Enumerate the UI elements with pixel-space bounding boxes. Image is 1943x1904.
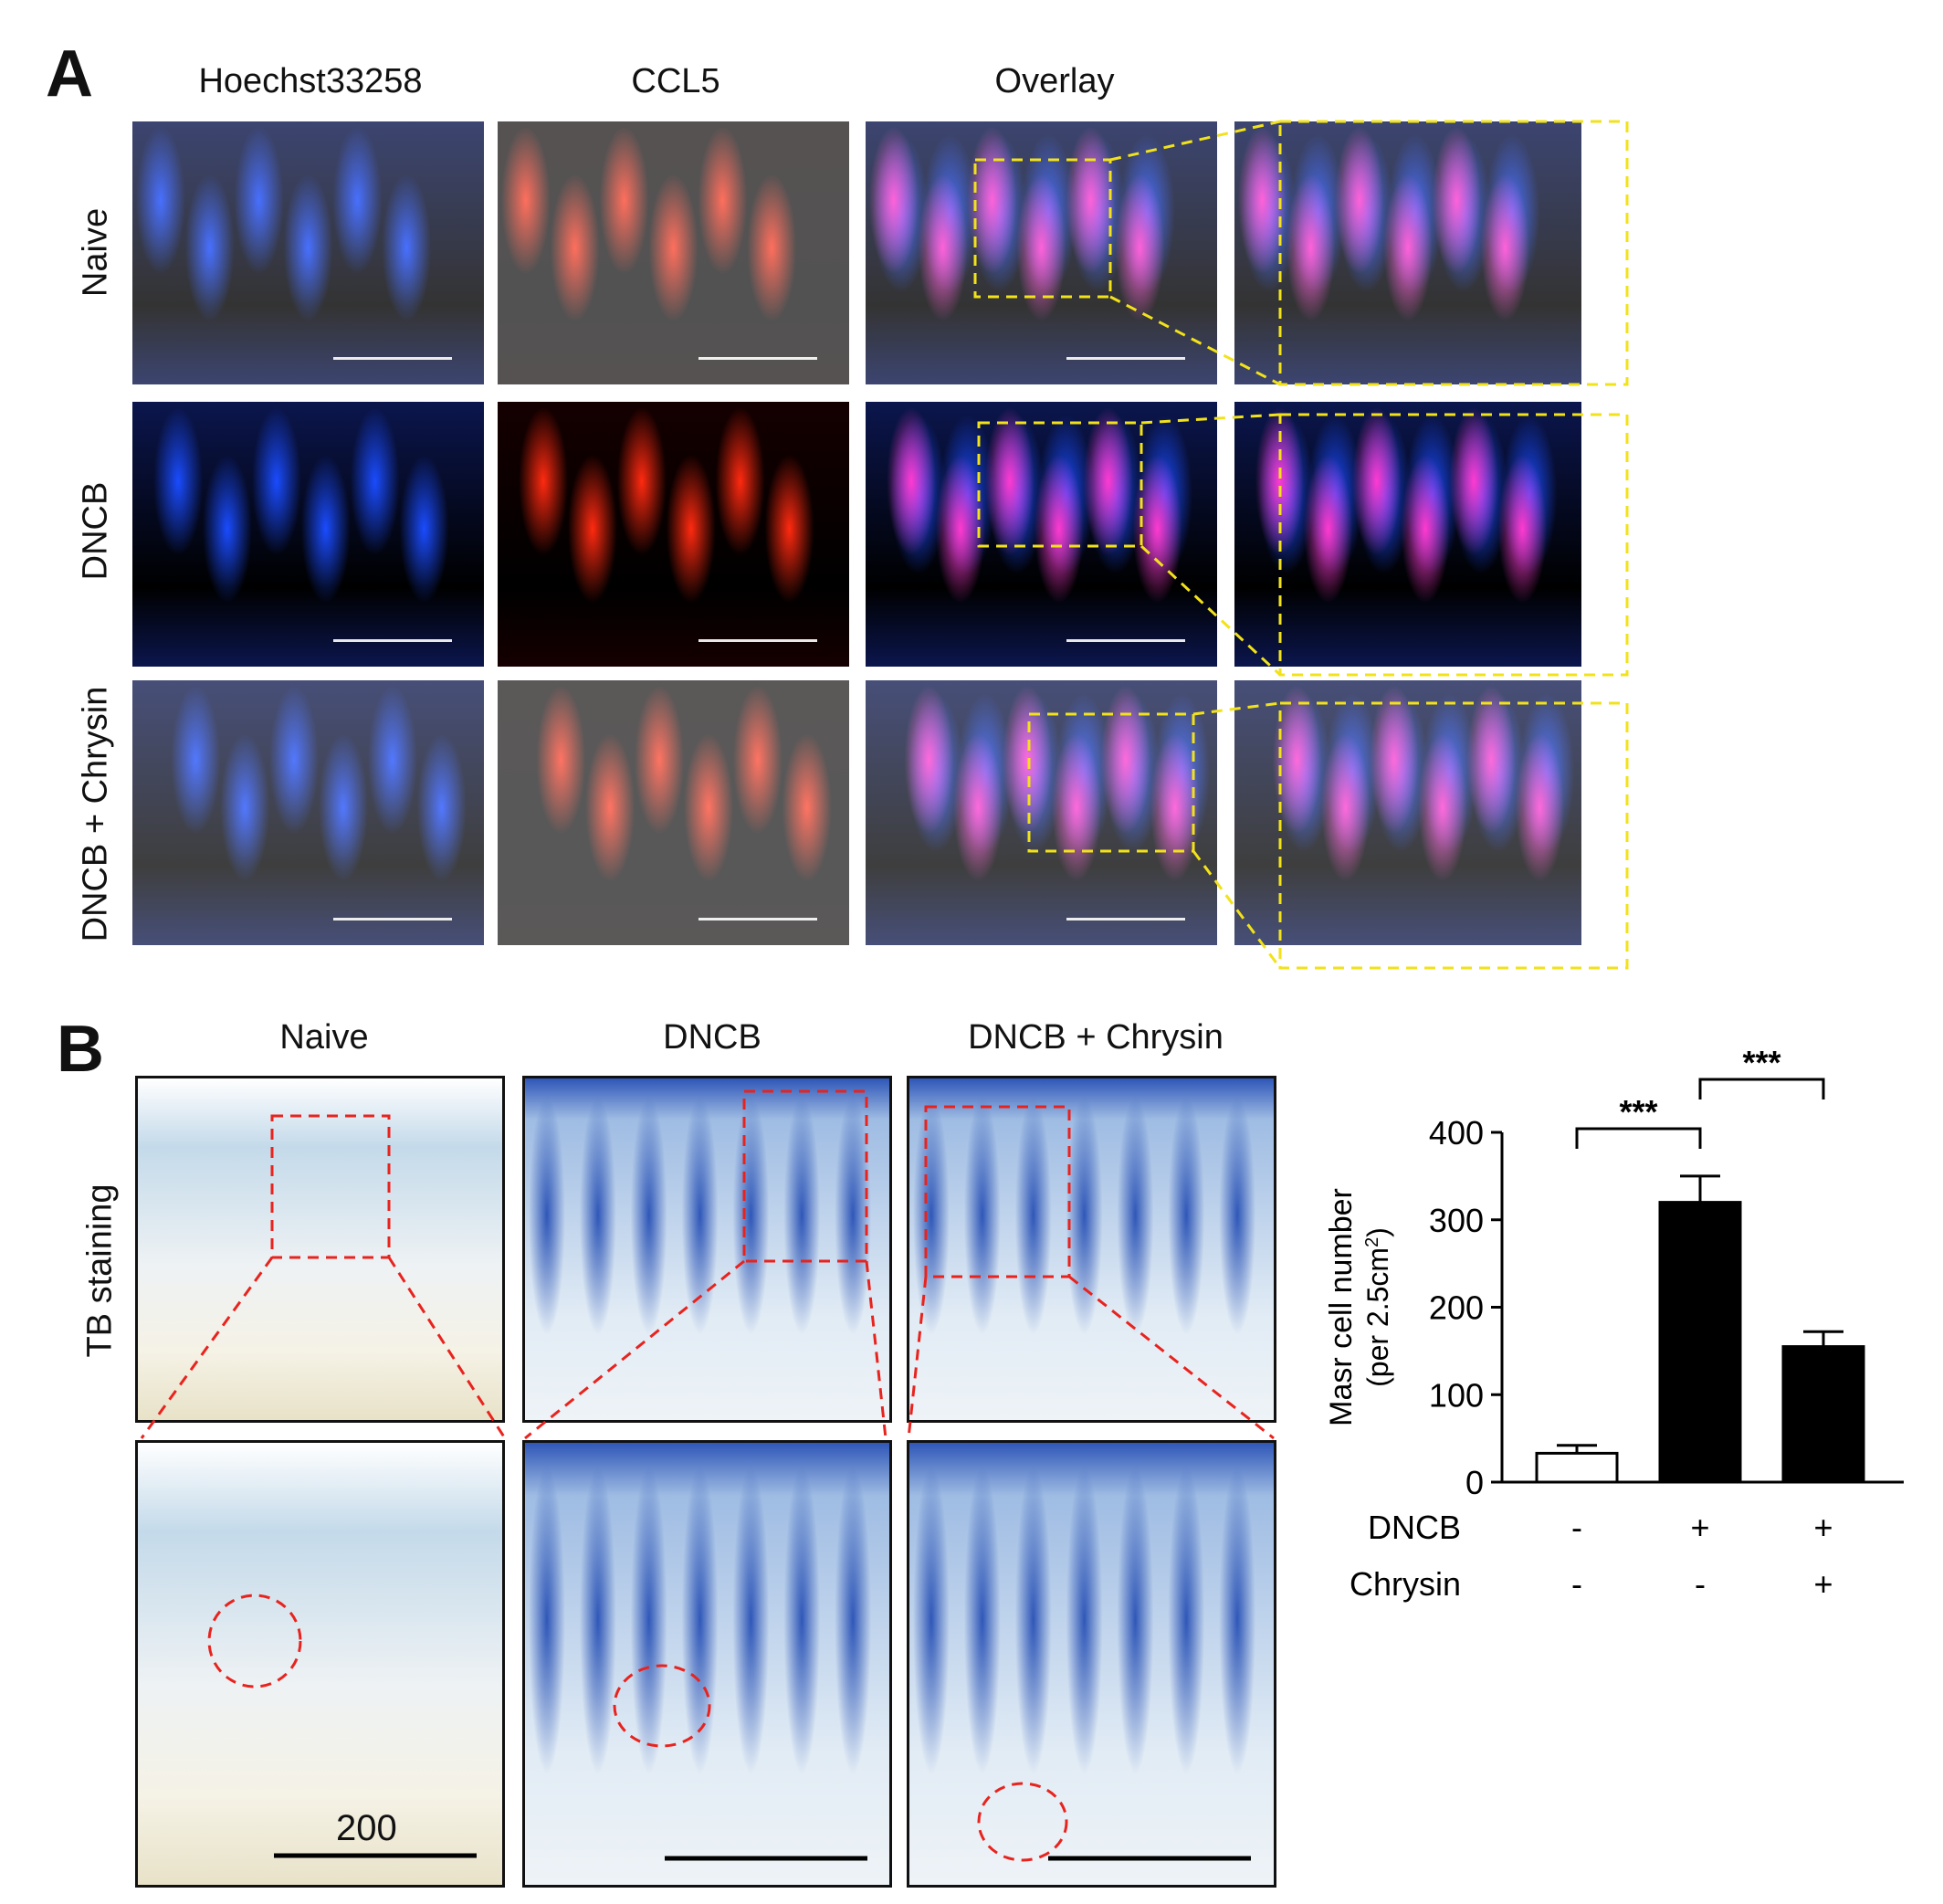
treatment-sign-1-0: -: [1571, 1565, 1582, 1603]
scale-bar-dncb-overlay: [1066, 639, 1185, 642]
tb-micrograph-zoom-dncb-chrysin: [907, 1440, 1276, 1888]
zoom-target-box-dncb-chrysin: [1278, 701, 1629, 970]
y-axis-label-line2: (per 2.5cm2): [1361, 1227, 1394, 1387]
panel-b-letter: B: [57, 1013, 104, 1086]
bar-2: [1781, 1345, 1865, 1484]
zoom-box-dncb: [977, 421, 1143, 548]
significance-bracket-0: [1575, 1127, 1702, 1149]
micrograph-dncb-chrysin-overlay: [866, 680, 1217, 945]
micrograph-dncb-chrysin-zoom: [1234, 680, 1581, 945]
panel-a-col-ccl5: CCL5: [631, 62, 720, 100]
panel-b-col-dncb-chrysin: DNCB + Chrysin: [968, 1018, 1224, 1057]
micrograph-dncb-chrysin-hoechst: [132, 680, 484, 945]
bar-1: [1658, 1201, 1742, 1484]
micrograph-dncb-ccl5: [498, 402, 849, 667]
micrograph-dncb-overlay: [866, 402, 1217, 667]
micrograph-dncb-hoechst: [132, 402, 484, 667]
mast-cell-circle-naive: [207, 1594, 302, 1688]
mast-cell-bar-chart: 0 100 200 300 400 Masr cell number (per 2.5cm2…: [1324, 1044, 1904, 1603]
micrograph-dncb-chrysin-ccl5: [498, 680, 849, 945]
treatment-label-1: Chrysin: [1350, 1565, 1461, 1603]
treatment-sign-0-1: +: [1690, 1509, 1709, 1546]
micrograph-dncb-zoom: [1234, 402, 1581, 667]
tb-zoom-box-dncb-chrysin: [924, 1105, 1071, 1278]
treatment-sign-0-0: -: [1571, 1509, 1582, 1546]
panel-a-col-hoechst: Hoechst33258: [198, 62, 423, 100]
significance-bracket-1: [1698, 1078, 1825, 1099]
y-tick-label-3: 300: [1429, 1202, 1484, 1239]
micrograph-naive-overlay: [866, 121, 1217, 384]
y-tick-label-4: 400: [1429, 1114, 1484, 1152]
y-axis-label-line1: Masr cell number: [1324, 1188, 1359, 1426]
scale-bar-naive-overlay: [1066, 357, 1185, 360]
significance-label-1: ***: [1742, 1044, 1780, 1081]
panel-a-zoom-overlay: [973, 120, 1629, 970]
zoom-box-dncb-chrysin: [1027, 712, 1195, 853]
treatment-label-0: DNCB: [1368, 1509, 1461, 1546]
tb-zoom-box-dncb: [742, 1089, 868, 1263]
mast-cell-circle-dncb: [613, 1664, 711, 1748]
treatment-sign-0-2: +: [1813, 1509, 1833, 1546]
zoom-target-box-naive: [1278, 120, 1629, 386]
mast-cell-circle-dncb-chrysin: [977, 1782, 1068, 1862]
panel-a-col-overlay: Overlay: [994, 62, 1115, 100]
tb-micrograph-zoom-dncb: [522, 1440, 892, 1888]
tb-zoom-box-naive: [270, 1114, 391, 1259]
scale-bar-dncb-chrysin-hoechst: [333, 918, 452, 920]
scale-bar-naive-hoechst: [333, 357, 452, 360]
tb-micrograph-overview-dncb-chrysin: [907, 1076, 1276, 1423]
panel-a-letter: A: [46, 37, 93, 110]
micrograph-naive-ccl5: [498, 121, 849, 384]
zoom-box-naive: [973, 158, 1112, 299]
tb-micrograph-overview-dncb: [522, 1076, 892, 1423]
micrograph-naive-hoechst: [132, 121, 484, 384]
scale-bar-dncb-ccl5: [698, 639, 817, 642]
scale-bar-dncb-hoechst: [333, 639, 452, 642]
tb-micrograph-overview-naive: [135, 1076, 505, 1423]
panel-b-col-naive: Naive: [279, 1018, 369, 1057]
scale-bar-dncb-chrysin-ccl5: [698, 918, 817, 920]
scale-bar-dncb-chrysin-overlay: [1066, 918, 1185, 920]
bar-0: [1535, 1451, 1619, 1484]
significance-label-0: ***: [1619, 1093, 1657, 1131]
tb-micrograph-zoom-naive: [135, 1440, 505, 1888]
panel-b-col-dncb: DNCB: [663, 1018, 761, 1057]
scale-bar-naive-ccl5: [698, 357, 817, 360]
micrograph-naive-zoom: [1234, 121, 1581, 384]
scale-bar-label: 200: [336, 1808, 397, 1848]
y-tick-label-0: 0: [1465, 1464, 1484, 1501]
zoom-target-box-dncb: [1278, 413, 1629, 677]
y-tick-label-2: 200: [1429, 1289, 1484, 1327]
treatment-sign-1-1: -: [1695, 1565, 1706, 1603]
y-tick-label-1: 100: [1429, 1376, 1484, 1414]
treatment-sign-1-2: +: [1813, 1565, 1833, 1603]
